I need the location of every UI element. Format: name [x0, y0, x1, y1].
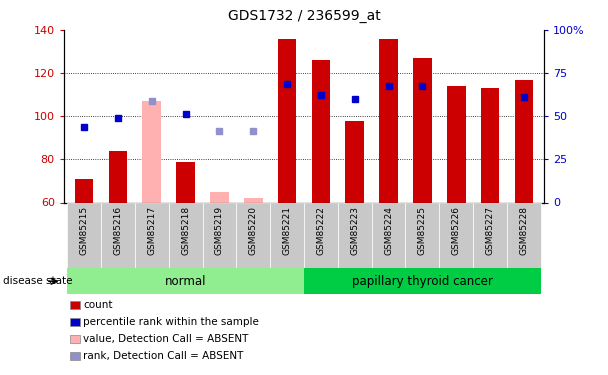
- Text: GSM85216: GSM85216: [114, 206, 122, 255]
- Bar: [142, 101, 161, 202]
- Text: count: count: [83, 300, 113, 310]
- Bar: [379, 39, 398, 203]
- Bar: [210, 192, 229, 202]
- Text: papillary thyroid cancer: papillary thyroid cancer: [352, 275, 493, 288]
- Bar: [413, 58, 432, 202]
- Text: GSM85219: GSM85219: [215, 206, 224, 255]
- Text: GSM85227: GSM85227: [486, 206, 494, 255]
- Bar: [67, 202, 101, 268]
- Bar: [507, 202, 541, 268]
- Bar: [304, 202, 338, 268]
- Bar: [237, 202, 270, 268]
- Bar: [168, 202, 202, 268]
- Bar: [109, 151, 127, 202]
- Bar: [101, 202, 135, 268]
- Text: disease state: disease state: [3, 276, 72, 286]
- Text: GSM85225: GSM85225: [418, 206, 427, 255]
- Text: normal: normal: [165, 275, 206, 288]
- Bar: [514, 80, 533, 203]
- Bar: [176, 162, 195, 202]
- Text: GSM85215: GSM85215: [80, 206, 89, 255]
- Text: GSM85224: GSM85224: [384, 206, 393, 255]
- Bar: [481, 88, 499, 202]
- Bar: [202, 202, 237, 268]
- Bar: [371, 202, 406, 268]
- Bar: [304, 268, 541, 294]
- Text: value, Detection Call = ABSENT: value, Detection Call = ABSENT: [83, 334, 249, 344]
- Text: GSM85218: GSM85218: [181, 206, 190, 255]
- Bar: [75, 179, 94, 203]
- Bar: [312, 60, 330, 202]
- Bar: [67, 268, 304, 294]
- Bar: [473, 202, 507, 268]
- Bar: [345, 121, 364, 202]
- Text: GSM85221: GSM85221: [283, 206, 292, 255]
- Bar: [440, 202, 473, 268]
- Bar: [338, 202, 371, 268]
- Text: GSM85223: GSM85223: [350, 206, 359, 255]
- Bar: [244, 198, 263, 202]
- Bar: [278, 39, 296, 203]
- Text: GSM85226: GSM85226: [452, 206, 461, 255]
- Text: GDS1732 / 236599_at: GDS1732 / 236599_at: [227, 9, 381, 23]
- Text: GSM85228: GSM85228: [519, 206, 528, 255]
- Bar: [270, 202, 304, 268]
- Text: percentile rank within the sample: percentile rank within the sample: [83, 317, 259, 327]
- Text: rank, Detection Call = ABSENT: rank, Detection Call = ABSENT: [83, 351, 244, 361]
- Bar: [447, 86, 466, 202]
- Text: GSM85220: GSM85220: [249, 206, 258, 255]
- Bar: [406, 202, 440, 268]
- Text: GSM85222: GSM85222: [316, 206, 325, 255]
- Bar: [135, 202, 168, 268]
- Text: GSM85217: GSM85217: [147, 206, 156, 255]
